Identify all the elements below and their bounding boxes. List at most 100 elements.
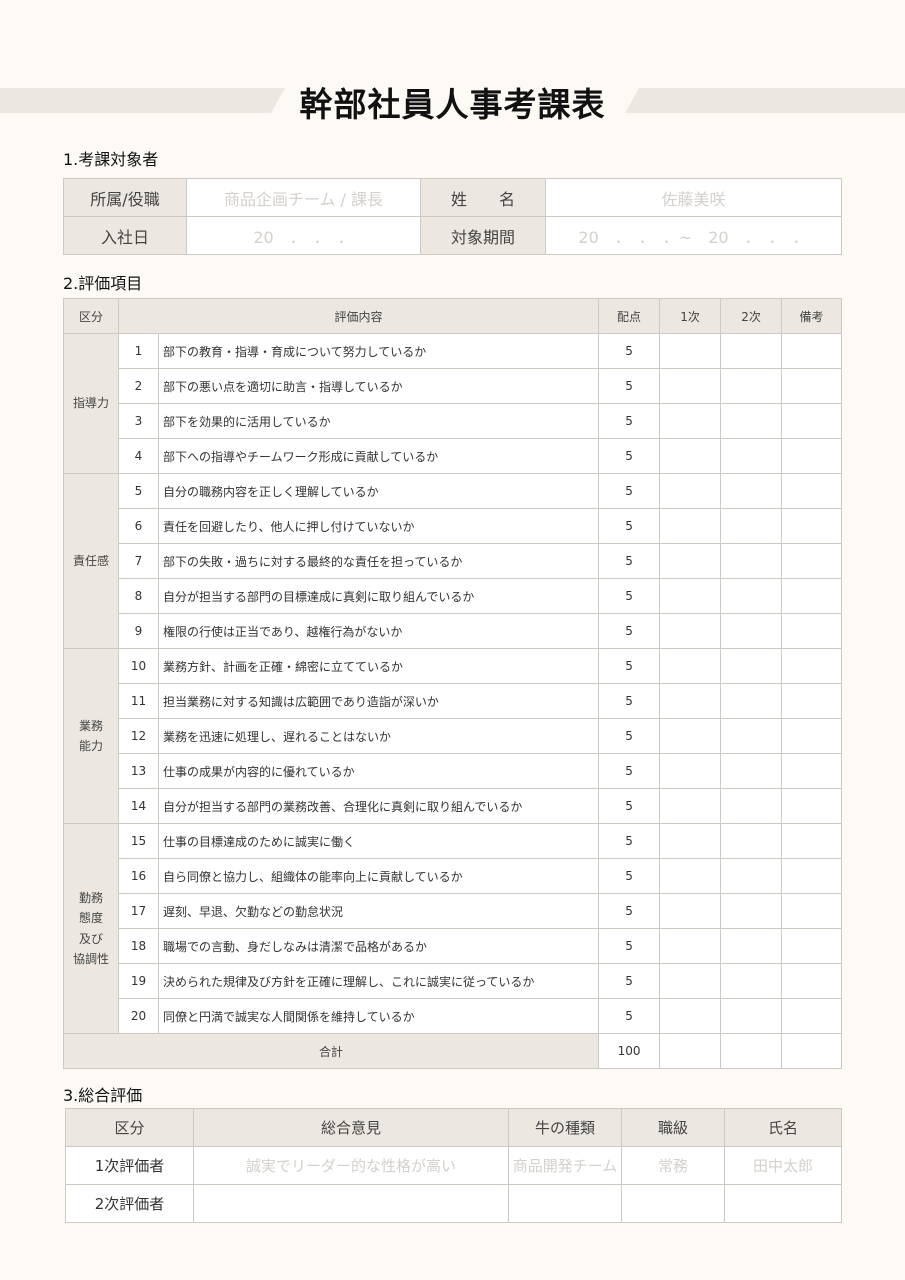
remarks-field[interactable] <box>781 998 842 1034</box>
second-score-field[interactable] <box>720 858 783 894</box>
item-points: 5 <box>598 893 661 929</box>
second-score-field[interactable] <box>720 403 783 439</box>
item-content: 権限の行使は正当であり、越権行為がないか <box>157 613 600 649</box>
second-score-field[interactable] <box>720 963 783 999</box>
second-score-field[interactable] <box>720 788 783 824</box>
table-row: 業務 能力 10 業務方針、計画を正確・綿密に立てているか 5 <box>63 648 842 824</box>
item-content: 自ら同僚と協力し、組織体の能率向上に貢献しているか <box>157 858 600 894</box>
title-band-left <box>0 88 285 113</box>
second-score-field[interactable] <box>720 368 783 404</box>
opinion-field[interactable] <box>193 1184 509 1223</box>
name-field[interactable]: 佐藤美咲 <box>545 178 842 217</box>
first-score-field[interactable] <box>659 613 722 649</box>
evaluation-table: 区分 評価内容 配点 1次 2次 備考 指導力 1 部下の教育・指導・育成について努力しているか… <box>62 298 842 1069</box>
header-second: 2次 <box>720 298 783 334</box>
first-score-field[interactable] <box>659 858 722 894</box>
first-score-field[interactable] <box>659 823 722 859</box>
first-score-field[interactable] <box>659 998 722 1034</box>
joined-field[interactable]: 20 ． ． ． <box>186 216 421 255</box>
first-score-field[interactable] <box>659 648 722 684</box>
second-score-field[interactable] <box>720 648 783 684</box>
second-score-field[interactable] <box>720 998 783 1034</box>
item-points: 5 <box>598 753 661 789</box>
first-score-field[interactable] <box>659 753 722 789</box>
name-field[interactable] <box>724 1184 842 1223</box>
first-score-field[interactable] <box>659 368 722 404</box>
remarks-field[interactable] <box>781 893 842 929</box>
first-total-field[interactable] <box>659 1033 722 1069</box>
second-score-field[interactable] <box>720 613 783 649</box>
first-score-field[interactable] <box>659 683 722 719</box>
title-band-right <box>625 88 905 113</box>
header-name: 氏名 <box>724 1108 842 1147</box>
first-score-field[interactable] <box>659 543 722 579</box>
second-score-field[interactable] <box>720 823 783 859</box>
second-score-field[interactable] <box>720 508 783 544</box>
opinion-field[interactable]: 誠実でリーダー的な性格が高い <box>193 1146 509 1185</box>
affiliation-field[interactable]: 商品企画チーム / 課長 <box>186 178 421 217</box>
type-field[interactable] <box>508 1184 622 1223</box>
table-row: 6 責任を回避したり、他人に押し付けていないか 5 <box>64 508 842 544</box>
remarks-field[interactable] <box>781 578 842 614</box>
remarks-field[interactable] <box>781 718 842 754</box>
item-content: 職場での言動、身だしなみは清潔で品格があるか <box>157 928 600 964</box>
remarks-field[interactable] <box>781 858 842 894</box>
second-score-field[interactable] <box>720 683 783 719</box>
item-points: 5 <box>598 578 661 614</box>
remarks-field[interactable] <box>781 403 842 439</box>
first-score-field[interactable] <box>659 403 722 439</box>
first-score-field[interactable] <box>659 578 722 614</box>
header-content: 評価内容 <box>117 298 600 334</box>
remarks-total-field[interactable] <box>781 1033 842 1069</box>
remarks-field[interactable] <box>781 823 842 859</box>
first-score-field[interactable] <box>659 928 722 964</box>
second-score-field[interactable] <box>720 473 783 509</box>
remarks-field[interactable] <box>781 368 842 404</box>
remarks-field[interactable] <box>781 928 842 964</box>
rank-field[interactable]: 常務 <box>621 1146 725 1185</box>
first-score-field[interactable] <box>659 473 722 509</box>
rank-field[interactable] <box>621 1184 725 1223</box>
remarks-field[interactable] <box>781 508 842 544</box>
category-label: 指導力 <box>63 333 119 474</box>
second-score-field[interactable] <box>720 333 783 369</box>
period-field[interactable]: 20 ． ． ．~ 20 ． ． ． <box>545 216 842 255</box>
item-number: 1 <box>118 333 159 369</box>
remarks-field[interactable] <box>781 438 842 474</box>
second-score-field[interactable] <box>720 578 783 614</box>
remarks-field[interactable] <box>781 648 842 684</box>
section-1-heading: 1.考課対象者 <box>63 150 159 169</box>
name-field[interactable]: 田中太郎 <box>724 1146 842 1185</box>
remarks-field[interactable] <box>781 683 842 719</box>
remarks-field[interactable] <box>781 543 842 579</box>
first-score-field[interactable] <box>659 718 722 754</box>
item-number: 6 <box>118 508 159 544</box>
item-content: 部下への指導やチームワーク形成に貢献しているか <box>157 438 600 474</box>
item-points: 5 <box>598 333 661 369</box>
first-score-field[interactable] <box>659 893 722 929</box>
remarks-field[interactable] <box>781 788 842 824</box>
second-score-field[interactable] <box>720 893 783 929</box>
item-points: 5 <box>598 998 661 1034</box>
remarks-field[interactable] <box>781 613 842 649</box>
second-total-field[interactable] <box>720 1033 783 1069</box>
second-score-field[interactable] <box>720 928 783 964</box>
remarks-field[interactable] <box>781 963 842 999</box>
first-score-field[interactable] <box>659 508 722 544</box>
second-score-field[interactable] <box>720 753 783 789</box>
first-score-field[interactable] <box>659 788 722 824</box>
item-number: 15 <box>118 823 159 859</box>
remarks-field[interactable] <box>781 753 842 789</box>
second-score-field[interactable] <box>720 438 783 474</box>
second-score-field[interactable] <box>720 543 783 579</box>
first-score-field[interactable] <box>659 438 722 474</box>
item-content: 部下の失敗・過ちに対する最終的な責任を担っているか <box>157 543 600 579</box>
remarks-field[interactable] <box>781 333 842 369</box>
first-score-field[interactable] <box>659 333 722 369</box>
first-score-field[interactable] <box>659 963 722 999</box>
second-score-field[interactable] <box>720 718 783 754</box>
type-field[interactable]: 商品開発チーム <box>508 1146 622 1185</box>
remarks-field[interactable] <box>781 473 842 509</box>
item-points: 5 <box>598 648 661 684</box>
category-label: 勤務 態度 及び 協調性 <box>63 823 119 1034</box>
